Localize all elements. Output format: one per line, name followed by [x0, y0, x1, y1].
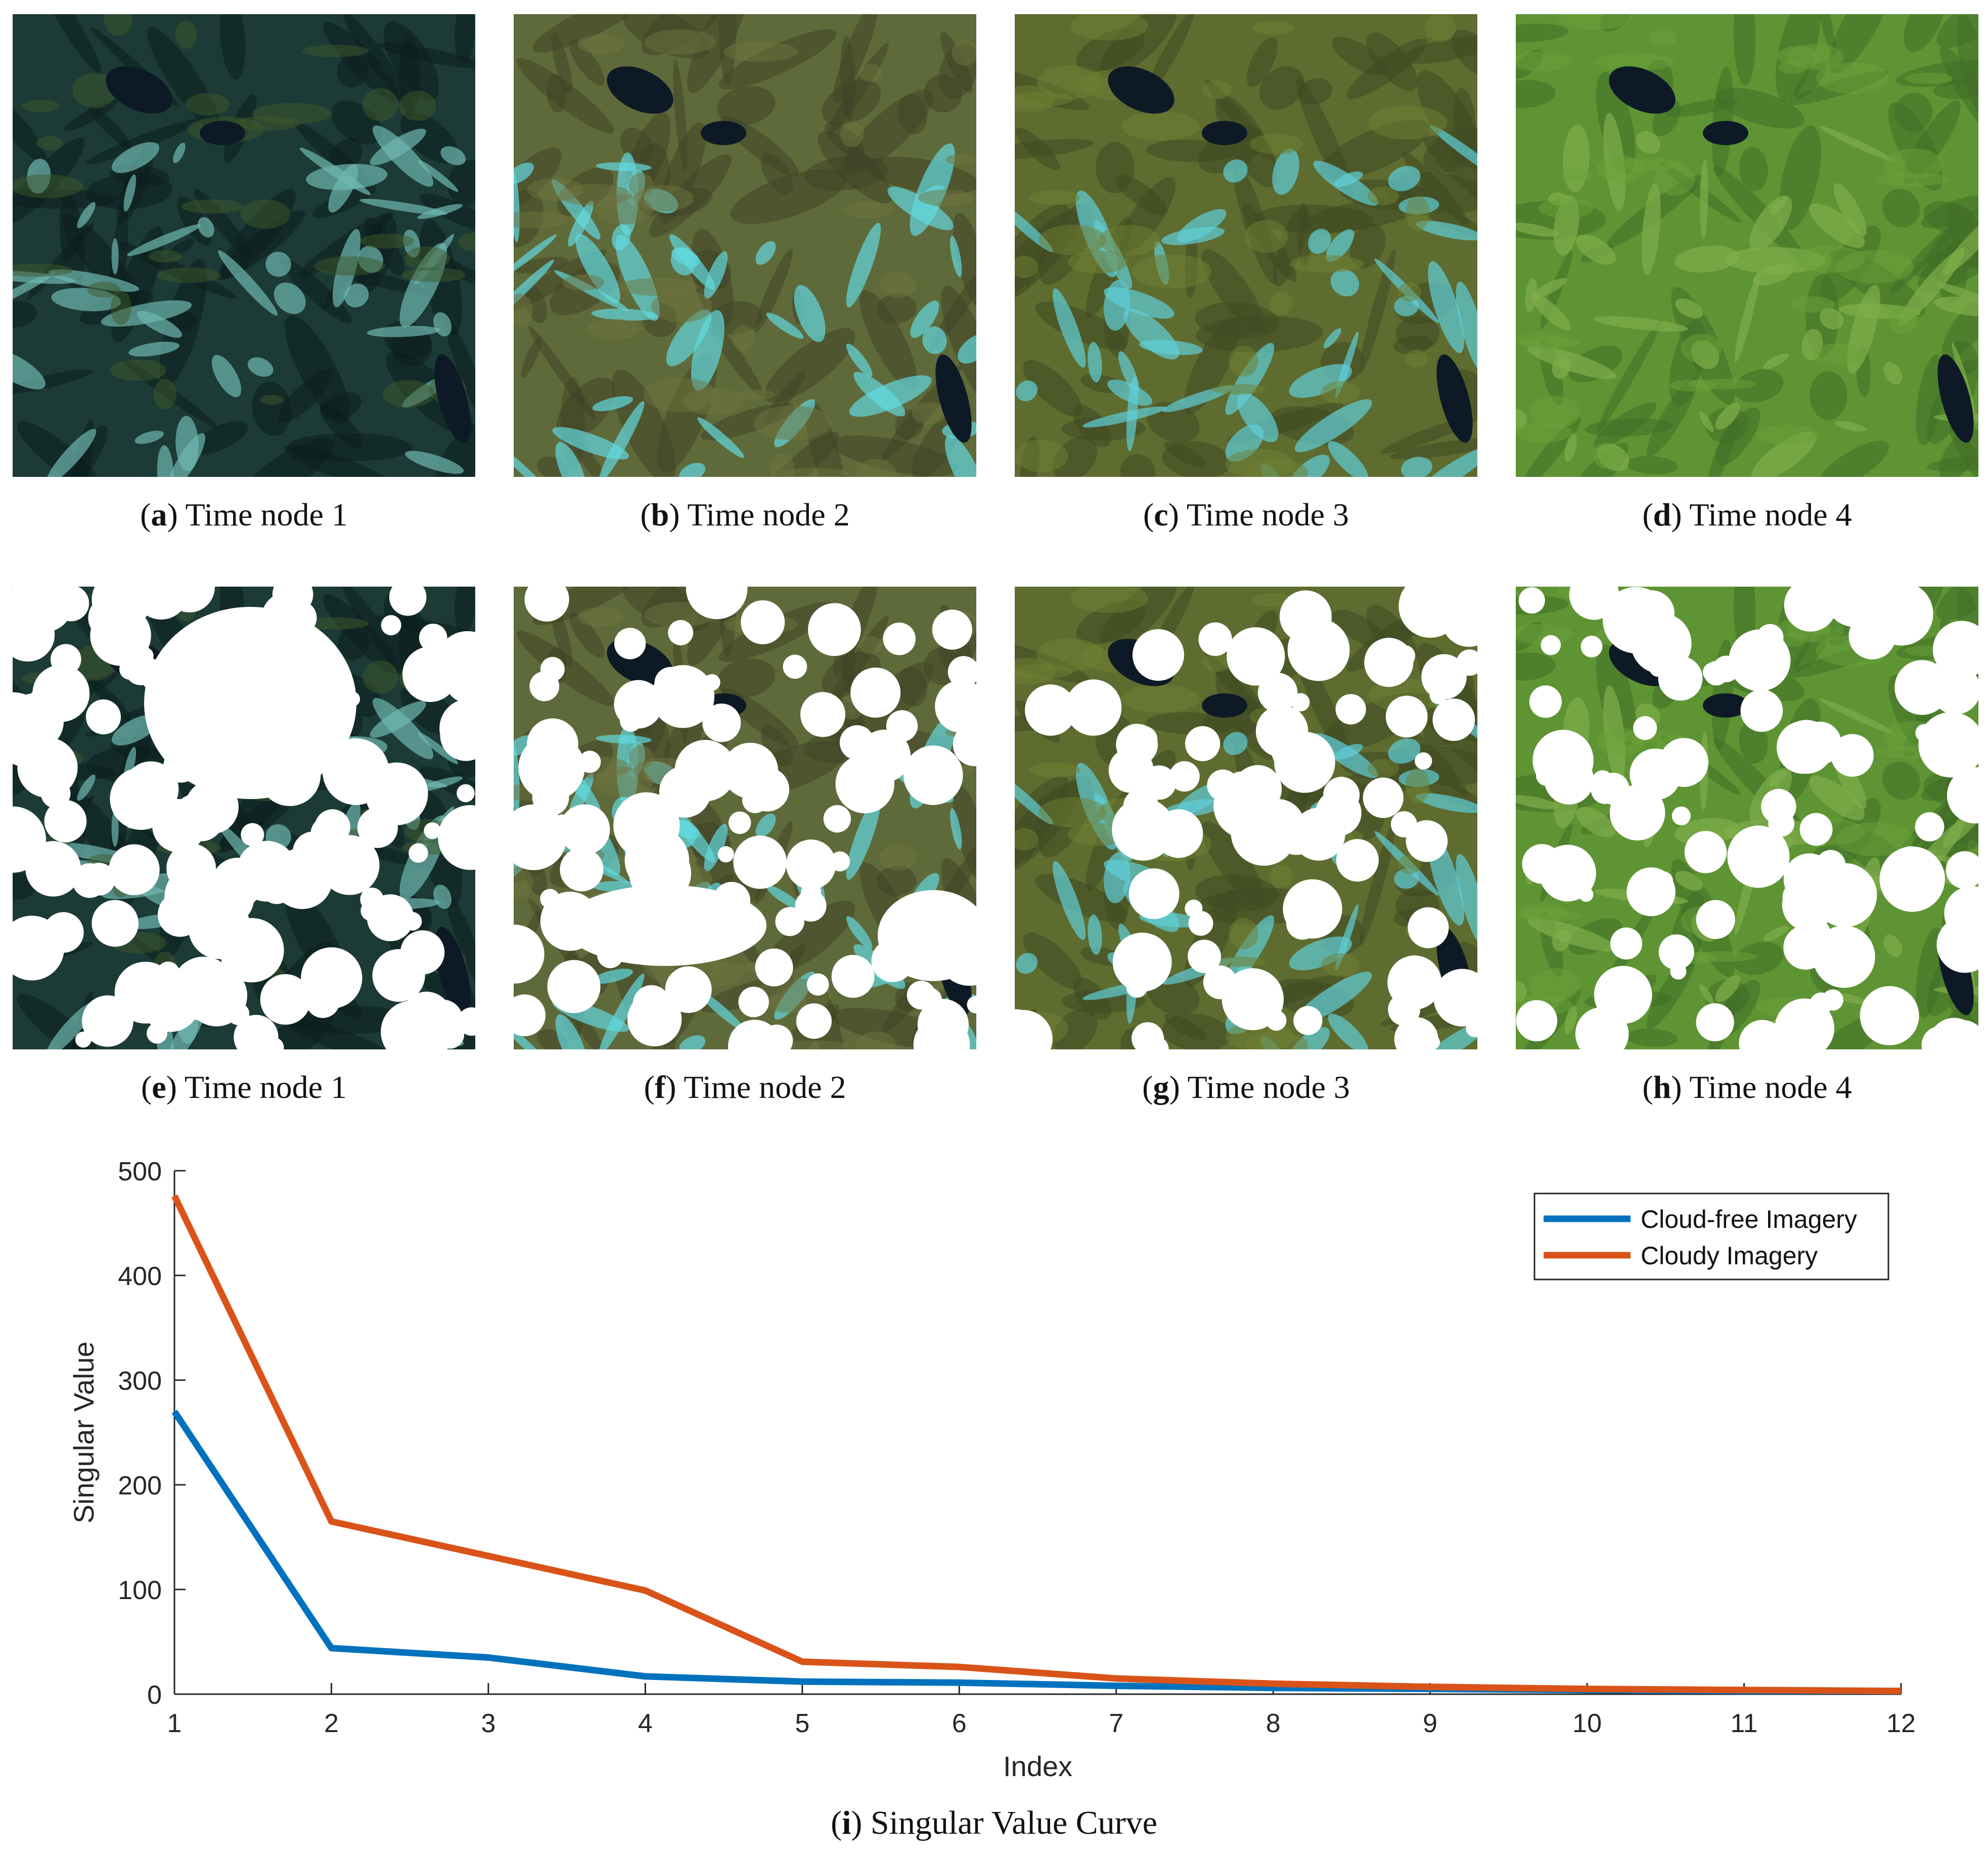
panel-caption-letter: f	[654, 1069, 666, 1105]
satellite-image-e	[13, 587, 475, 1049]
panel-caption-letter: b	[651, 497, 669, 533]
panel-caption-b: (b) Time node 2	[640, 497, 850, 533]
y-tick-label: 300	[118, 1366, 162, 1396]
y-axis-label: Singular Value	[68, 1341, 100, 1523]
image-panel-d	[1516, 14, 1978, 477]
image-panel-h	[1516, 587, 1978, 1049]
y-tick-label: 500	[118, 1157, 162, 1186]
x-tick-label: 12	[1886, 1709, 1916, 1738]
x-tick-label: 11	[1731, 1709, 1758, 1738]
panel-caption-letter: g	[1153, 1069, 1169, 1105]
panel-caption-letter: c	[1154, 497, 1168, 533]
y-tick-label: 200	[118, 1471, 162, 1500]
legend-label-1: Cloud-free Imagery	[1641, 1205, 1857, 1233]
x-axis-ticks: 1 2 3 4 5 6 7 8 9 10 11 12	[167, 1683, 1916, 1738]
x-tick-label: 10	[1572, 1709, 1602, 1738]
satellite-image-h	[1516, 587, 1978, 1049]
y-tick-label: 400	[118, 1262, 162, 1291]
image-panel-b	[514, 14, 976, 477]
legend-label-2: Cloudy Imagery	[1641, 1242, 1818, 1270]
panel-caption-letter: h	[1653, 1069, 1671, 1105]
x-tick-label: 3	[481, 1709, 495, 1738]
panel-caption-a: (a) Time node 1	[140, 497, 348, 533]
satellite-image-d	[1516, 14, 1978, 477]
satellite-image-f	[514, 587, 976, 1049]
x-tick-label: 5	[795, 1709, 809, 1738]
image-panel-g	[1015, 587, 1477, 1049]
legend-box	[1533, 1192, 1889, 1280]
x-tick-label: 8	[1266, 1709, 1281, 1738]
panel-caption-label: Time node 3	[1186, 497, 1349, 533]
chart-caption-label: Singular Value Curve	[870, 1804, 1157, 1841]
satellite-image-c	[1015, 14, 1477, 477]
x-tick-label: 1	[167, 1709, 182, 1738]
panel-caption-g: (g) Time node 3	[1142, 1069, 1350, 1105]
chart-caption-letter: i	[842, 1804, 851, 1841]
panel-caption-label: Time node 4	[1689, 1069, 1852, 1105]
image-panel-f	[514, 587, 976, 1049]
panel-caption-h: (h) Time node 4	[1642, 1069, 1852, 1105]
panel-caption-letter: e	[152, 1069, 166, 1105]
x-tick-label: 9	[1423, 1709, 1437, 1738]
satellite-image-a	[13, 14, 475, 477]
image-panel-a	[13, 14, 475, 477]
panel-caption-d: (d) Time node 4	[1642, 497, 1852, 533]
panel-caption-letter: a	[151, 497, 167, 533]
y-tick-label: 100	[118, 1576, 162, 1605]
x-axis-label: Index	[1003, 1750, 1072, 1782]
panel-caption-label: Time node 2	[687, 497, 850, 533]
series-line-1	[171, 1409, 1901, 1695]
panel-caption-e: (e) Time node 1	[141, 1069, 347, 1105]
x-tick-label: 6	[952, 1709, 967, 1738]
panel-caption-f: (f) Time node 2	[644, 1069, 846, 1105]
panel-caption-label: Time node 1	[184, 1069, 347, 1105]
panel-caption-label: Time node 2	[684, 1069, 846, 1105]
panel-caption-letter: d	[1653, 497, 1671, 533]
image-panel-c	[1015, 14, 1477, 477]
x-tick-label: 2	[324, 1709, 339, 1738]
y-axis-ticks: 0 100 200 300 400 500	[118, 1157, 186, 1710]
panel-caption-label: Time node 4	[1689, 497, 1852, 533]
series-line-2	[171, 1194, 1902, 1695]
panel-caption-c: (c) Time node 3	[1143, 497, 1349, 533]
panel-caption-label: Time node 3	[1187, 1069, 1350, 1105]
x-tick-label: 4	[638, 1709, 653, 1738]
satellite-image-g	[1015, 587, 1477, 1049]
plot-area	[173, 1171, 1901, 1695]
x-tick-label: 7	[1109, 1709, 1123, 1738]
panel-caption-label: Time node 1	[185, 497, 348, 533]
satellite-image-b	[514, 14, 976, 477]
chart-caption: (i) Singular Value Curve	[831, 1804, 1157, 1841]
legend: Cloud-free Imagery Cloudy Imagery	[1533, 1192, 1889, 1280]
series-layer	[171, 1194, 1902, 1695]
y-tick-label: 0	[147, 1681, 162, 1710]
image-panel-e	[13, 587, 475, 1049]
